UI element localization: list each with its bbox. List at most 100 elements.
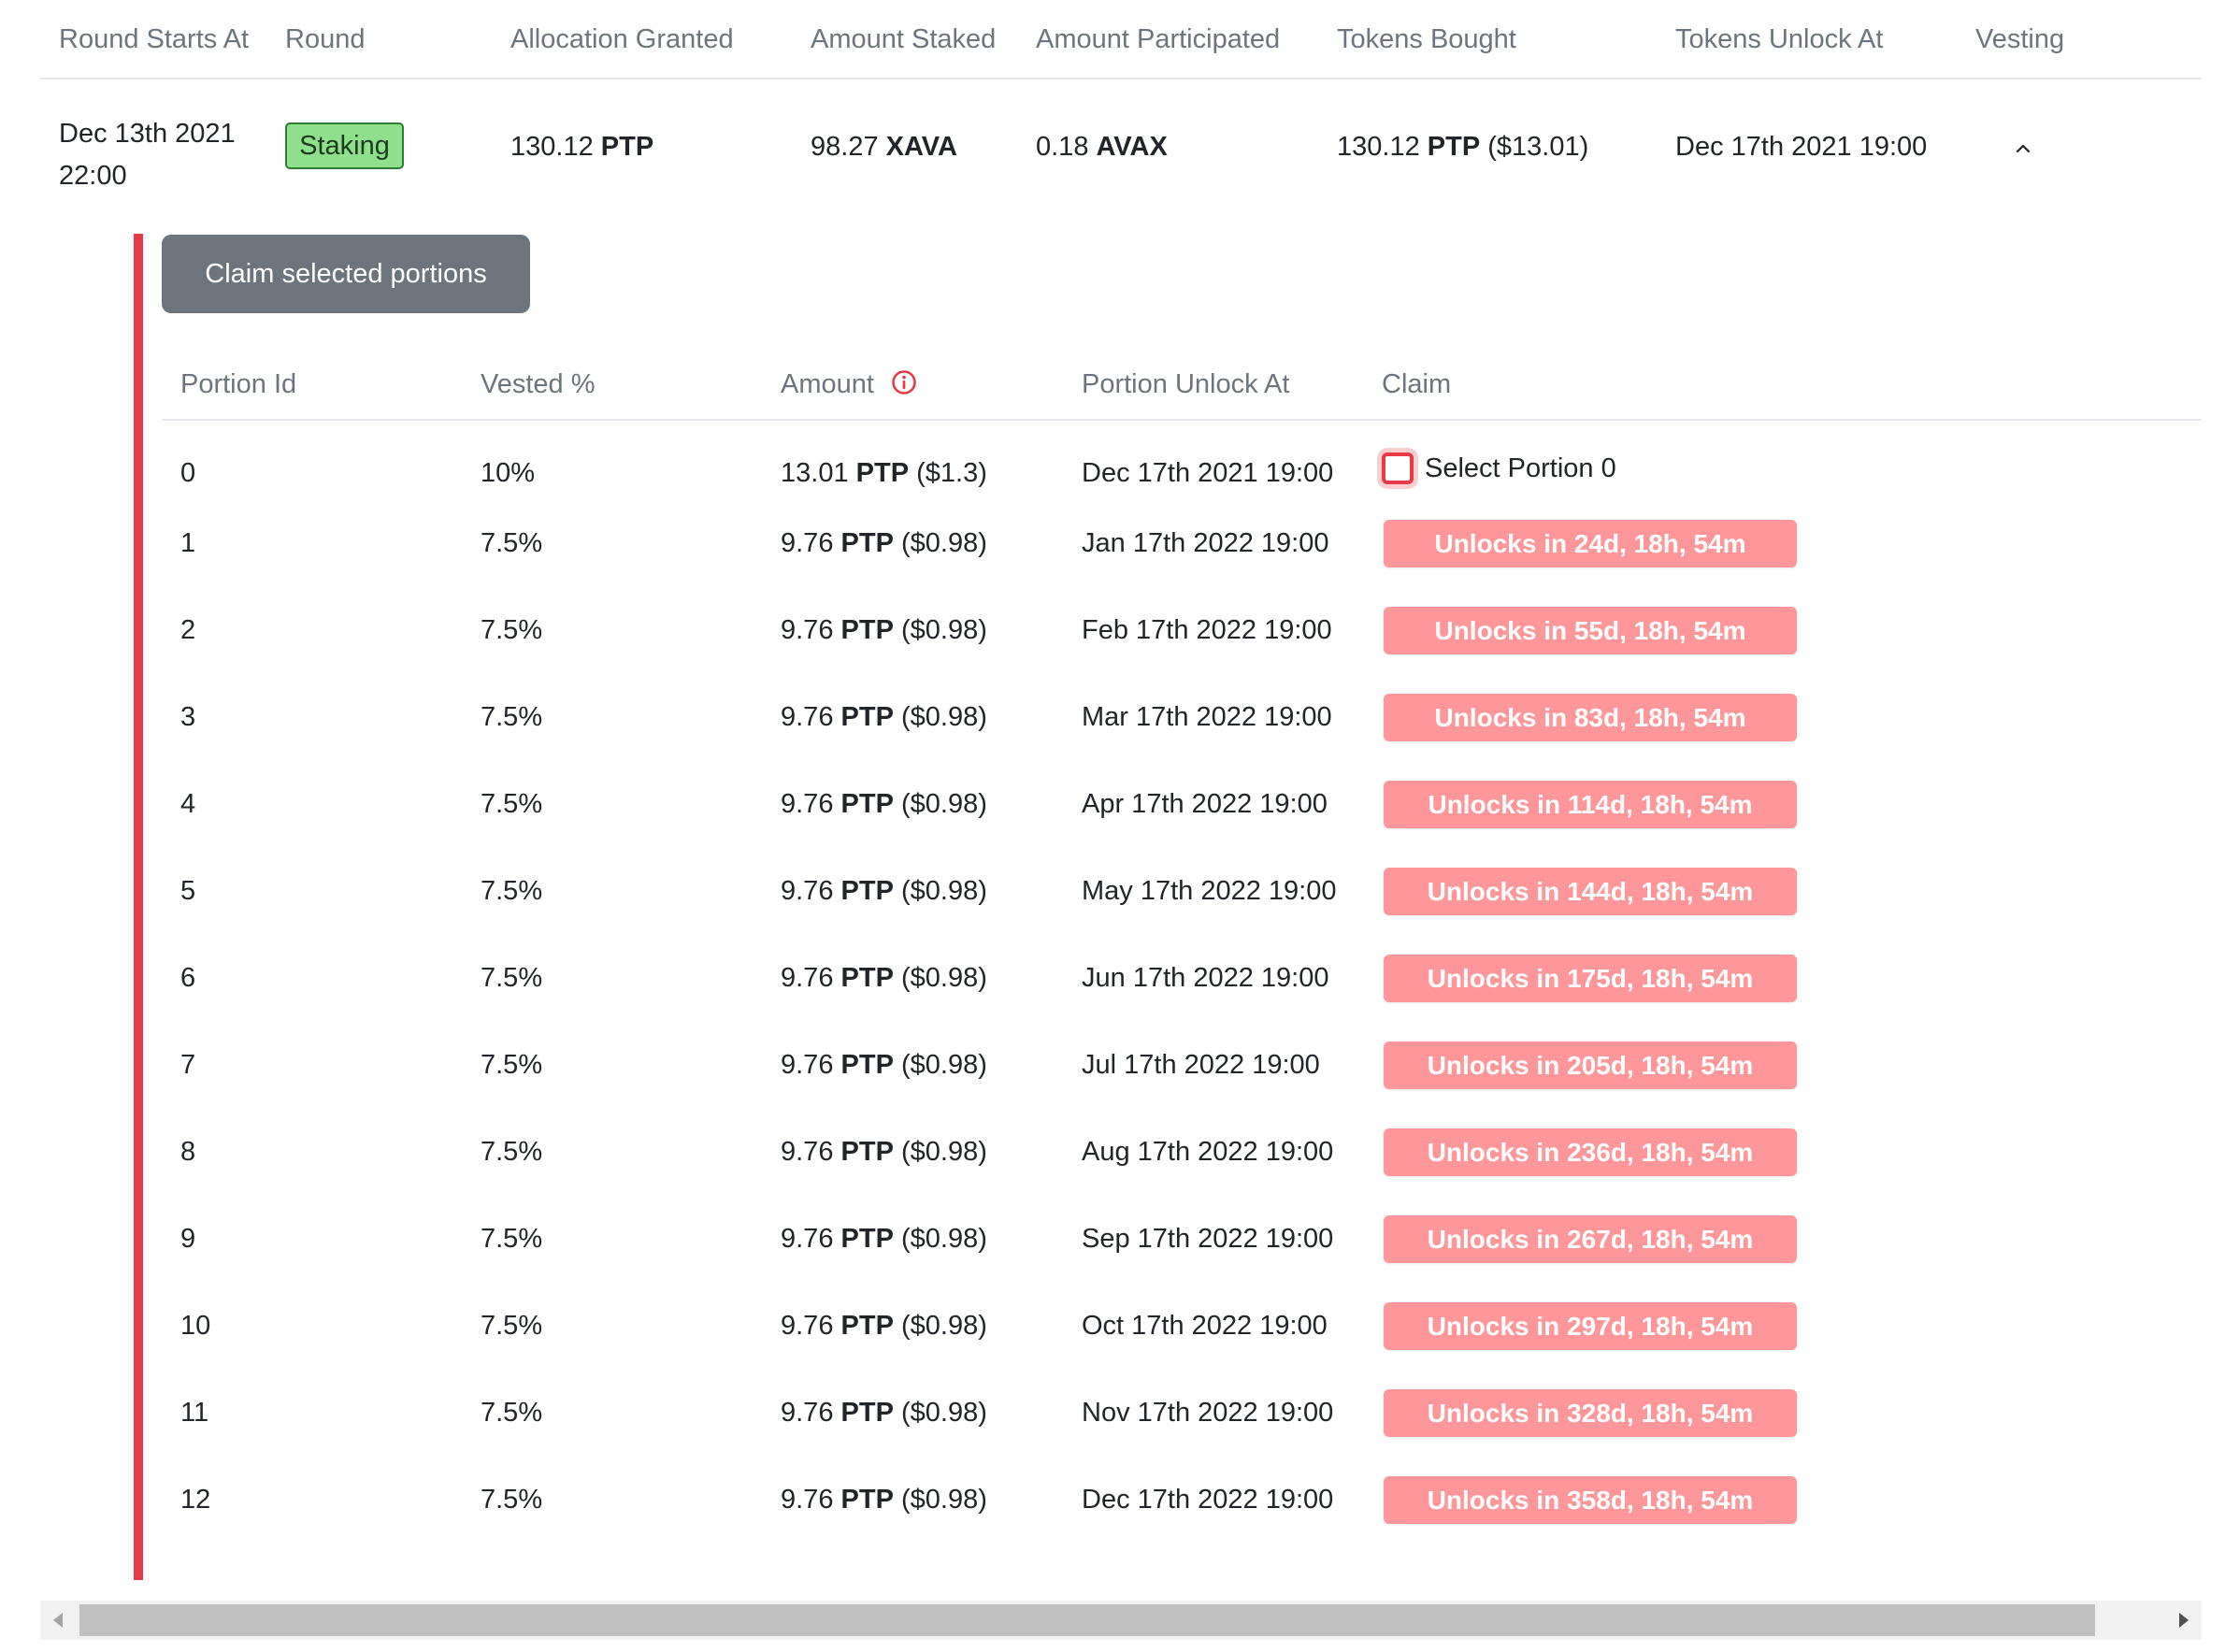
portion-unlock-at: Jun 17th 2022 19:00 [1082,963,1329,993]
portion-amount: 9.76 PTP ($0.98) [781,963,987,993]
portion-row: 4 7.5% 9.76 PTP ($0.98) Apr 17th 2022 19:00… [162,763,2202,850]
unlock-countdown-badge: Unlocks in 83d, 18h, 54m [1384,694,1797,741]
portion-vested-percent: 7.5% [481,702,543,732]
portion-amount: 13.01 PTP ($1.3) [781,458,987,488]
portion-vested-percent: 7.5% [481,963,543,993]
header-portion-id: Portion Id [180,369,297,399]
portion-row: 2 7.5% 9.76 PTP ($0.98) Feb 17th 2022 19:00… [162,589,2202,676]
portion-unlock-at: May 17th 2022 19:00 [1082,876,1337,906]
unlock-countdown-badge: Unlocks in 24d, 18h, 54m [1384,520,1797,567]
portion-amount: 9.76 PTP ($0.98) [781,1050,987,1080]
unlock-countdown-badge: Unlocks in 205d, 18h, 54m [1384,1041,1797,1089]
header-round-starts-at: Round Starts At [59,24,250,54]
portion-unlock-at: Mar 17th 2022 19:00 [1082,702,1332,732]
unlock-countdown-badge: Unlocks in 175d, 18h, 54m [1384,955,1797,1002]
vesting-panel-accent-bar [134,234,143,1580]
portion-vested-percent: 7.5% [481,876,543,906]
allocation-granted: 130.12 PTP [510,132,654,162]
horizontal-scrollbar[interactable] [40,1601,2202,1640]
portion-id: 7 [180,1050,196,1080]
portion-unlock-at: Dec 17th 2021 19:00 [1082,458,1334,488]
portion-amount: 9.76 PTP ($0.98) [781,1485,987,1515]
unlock-countdown-badge: Unlocks in 236d, 18h, 54m [1384,1128,1797,1176]
portion-row: 12 7.5% 9.76 PTP ($0.98) Dec 17th 2022 19:0… [162,1458,2202,1545]
header-amount-staked: Amount Staked [811,24,997,54]
scroll-left-arrow-icon[interactable] [53,1613,63,1628]
portion-vested-percent: 7.5% [481,1224,543,1254]
header-portion-unlock-at: Portion Unlock At [1082,369,1290,399]
portion-row: 3 7.5% 9.76 PTP ($0.98) Mar 17th 2022 19:00… [162,676,2202,763]
header-amount-label: Amount [781,369,874,399]
select-portion-label: Select Portion 0 [1425,453,1616,483]
header-tokens-bought: Tokens Bought [1337,24,1516,54]
portion-id: 6 [180,963,196,993]
scrollbar-thumb[interactable] [79,1604,2095,1636]
unlock-countdown-badge: Unlocks in 114d, 18h, 54m [1384,781,1797,828]
portion-unlock-at: Jul 17th 2022 19:00 [1082,1050,1320,1080]
header-amount-participated: Amount Participated [1036,24,1281,54]
select-portion-checkbox-wrap[interactable]: Select Portion 0 [1382,453,1616,484]
portions-table-body: 0 10% 13.01 PTP ($1.3) Dec 17th 2021 19:00 S… [162,421,2202,1545]
claim-selected-portions-button[interactable]: Claim selected portions [162,235,530,313]
portion-vested-percent: 7.5% [481,1398,543,1428]
round-row: Dec 13th 2021 22:00 Staking 130.12 PTP 9… [40,79,2202,210]
chevron-up-icon[interactable] [2015,140,2031,157]
portion-id: 3 [180,702,196,732]
unlock-countdown-badge: Unlocks in 358d, 18h, 54m [1384,1476,1797,1524]
portion-row: 11 7.5% 9.76 PTP ($0.98) Nov 17th 2022 19:0… [162,1372,2202,1458]
round-badge: Staking [285,122,404,169]
portion-id: 10 [180,1311,211,1341]
header-claim: Claim [1382,369,1452,399]
portion-row: 5 7.5% 9.76 PTP ($0.98) May 17th 2022 19:00… [162,850,2202,937]
portion-amount: 9.76 PTP ($0.98) [781,1224,987,1254]
portion-row: 8 7.5% 9.76 PTP ($0.98) Aug 17th 2022 19:00… [162,1111,2202,1198]
portion-unlock-at: Jan 17th 2022 19:00 [1082,528,1329,558]
portion-amount: 9.76 PTP ($0.98) [781,1311,987,1341]
portion-amount: 9.76 PTP ($0.98) [781,528,987,558]
portion-row: 10 7.5% 9.76 PTP ($0.98) Oct 17th 2022 19:0… [162,1285,2202,1372]
portion-unlock-at: Sep 17th 2022 19:00 [1082,1224,1334,1254]
portion-unlock-at: Aug 17th 2022 19:00 [1082,1137,1334,1167]
portion-vested-percent: 10% [481,458,536,488]
header-vesting: Vesting [1975,24,2065,54]
portion-vested-percent: 7.5% [481,1311,543,1341]
portion-row: 6 7.5% 9.76 PTP ($0.98) Jun 17th 2022 19:00… [162,937,2202,1024]
portion-unlock-at: Nov 17th 2022 19:00 [1082,1398,1334,1428]
unlock-countdown-badge: Unlocks in 144d, 18h, 54m [1384,868,1797,915]
tokens-unlock-at: Dec 17th 2021 19:00 [1675,132,1928,162]
header-tokens-unlock-at: Tokens Unlock At [1675,24,1884,54]
portion-id: 0 [180,458,196,488]
portion-id: 12 [180,1485,211,1515]
amount-staked: 98.27 XAVA [811,132,957,162]
portions-table-header: Portion Id Vested % Amount Portion Unloc… [162,341,2202,421]
portion-vested-percent: 7.5% [481,615,543,645]
portion-id: 9 [180,1224,196,1254]
portion-id: 2 [180,615,196,645]
portion-amount: 9.76 PTP ($0.98) [781,1137,987,1167]
header-amount: Amount [781,369,917,400]
portion-id: 1 [180,528,196,558]
portion-id: 4 [180,789,196,819]
round-starts-at: Dec 13th 2021 22:00 [59,119,236,191]
portion-vested-percent: 7.5% [481,1485,543,1515]
info-icon[interactable] [891,369,917,395]
scroll-right-arrow-icon[interactable] [2179,1613,2189,1628]
unlock-countdown-badge: Unlocks in 328d, 18h, 54m [1384,1389,1797,1437]
unlock-countdown-badge: Unlocks in 55d, 18h, 54m [1384,607,1797,654]
portion-id: 8 [180,1137,196,1167]
portion-unlock-at: Dec 17th 2022 19:00 [1082,1485,1334,1515]
tokens-bought: 130.12 PTP ($13.01) [1337,132,1589,162]
portion-amount: 9.76 PTP ($0.98) [781,1398,987,1428]
portion-vested-percent: 7.5% [481,789,543,819]
unlock-countdown-badge: Unlocks in 297d, 18h, 54m [1384,1302,1797,1350]
portion-amount: 9.76 PTP ($0.98) [781,702,987,732]
portion-row: 7 7.5% 9.76 PTP ($0.98) Jul 17th 2022 19:00… [162,1024,2202,1111]
portion-id: 5 [180,876,196,906]
select-portion-checkbox[interactable] [1382,453,1414,484]
portion-unlock-at: Apr 17th 2022 19:00 [1082,789,1328,819]
portion-row: 0 10% 13.01 PTP ($1.3) Dec 17th 2021 19:00 S… [162,421,2202,502]
portion-unlock-at: Oct 17th 2022 19:00 [1082,1311,1328,1341]
portion-amount: 9.76 PTP ($0.98) [781,789,987,819]
amount-participated: 0.18 AVAX [1036,132,1168,162]
